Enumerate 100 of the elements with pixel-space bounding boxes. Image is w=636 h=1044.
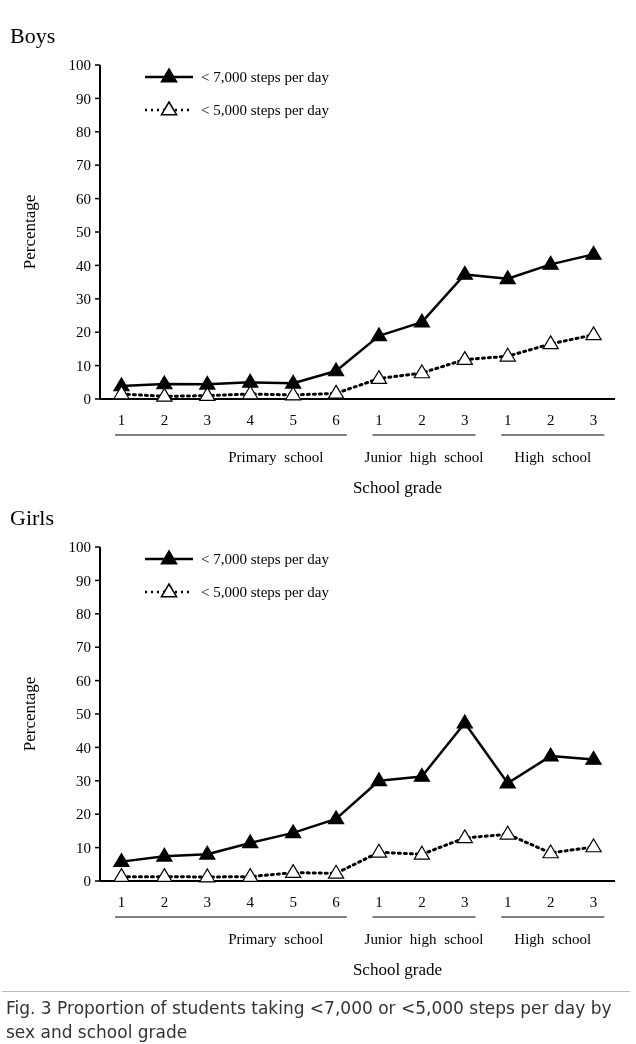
y-tick-label: 40 <box>76 257 91 274</box>
point <box>370 772 388 787</box>
point <box>156 375 173 390</box>
point <box>242 834 259 849</box>
y-tick-label: 70 <box>76 157 91 174</box>
point <box>242 868 259 883</box>
x-tick-label: 2 <box>160 412 169 428</box>
point <box>242 385 259 400</box>
y-tick-label: 100 <box>68 57 91 74</box>
y-tick-label: 0 <box>83 391 91 408</box>
y-tick-label: 80 <box>76 124 91 141</box>
point <box>456 350 473 365</box>
y-tick-label: 30 <box>76 291 91 308</box>
y-tick-label: 20 <box>76 324 91 341</box>
x-tick-label: 2 <box>418 412 426 428</box>
point <box>156 387 173 402</box>
point <box>284 374 302 389</box>
point <box>542 255 559 270</box>
point <box>413 313 431 328</box>
point <box>585 750 602 765</box>
y-tick-label: 10 <box>76 839 91 856</box>
x-tick-label: 4 <box>246 412 255 428</box>
y-tick-label: 60 <box>76 190 91 207</box>
point <box>156 847 173 862</box>
point <box>456 265 473 280</box>
text: Junior high school <box>364 931 484 947</box>
y-tick-label: 80 <box>76 606 91 623</box>
y-tick-label: 30 <box>76 773 91 790</box>
point <box>542 747 559 762</box>
point <box>413 845 431 860</box>
x-tick-label: 3 <box>461 412 469 428</box>
x-tick-label: 3 <box>461 894 469 910</box>
x-tick-label: 5 <box>289 894 297 910</box>
y-axis-title: Percentage <box>20 676 39 752</box>
text: Junior high school <box>364 449 484 465</box>
point <box>327 384 345 399</box>
point <box>199 375 216 390</box>
x-tick-label: 1 <box>375 894 383 910</box>
y-tick-label: 50 <box>76 224 91 241</box>
y-tick-label: 40 <box>76 739 91 756</box>
y-tick-label: 10 <box>76 357 91 374</box>
x-axis-title: School grade <box>352 960 443 979</box>
legend-label: < 7,000 steps per day <box>201 551 330 568</box>
x-tick-label: 4 <box>246 894 255 910</box>
point <box>499 825 516 840</box>
point <box>242 373 259 388</box>
point <box>542 844 559 859</box>
point <box>499 774 516 789</box>
point <box>370 327 388 342</box>
point <box>199 868 216 883</box>
text: High school <box>514 931 592 947</box>
text: Primary school <box>228 931 324 947</box>
x-tick-label: 2 <box>418 894 426 910</box>
y-tick-label: 90 <box>76 90 91 107</box>
x-tick-label: 5 <box>289 412 297 428</box>
point <box>370 843 388 858</box>
x-tick-label: 1 <box>117 894 126 910</box>
point <box>456 829 473 844</box>
point <box>284 386 302 401</box>
point <box>284 824 302 839</box>
x-tick-label: 6 <box>332 412 341 428</box>
point <box>327 362 345 377</box>
legend-label: < 5,000 steps per day <box>201 102 330 119</box>
text: Primary school <box>228 449 324 465</box>
point <box>327 810 345 825</box>
y-axis-title: Percentage <box>20 194 39 270</box>
point <box>585 838 602 853</box>
x-tick-label: 3 <box>589 894 598 910</box>
x-tick-label: 2 <box>160 894 169 910</box>
y-tick-label: 100 <box>68 539 91 556</box>
chart-title: Girls <box>10 505 54 530</box>
point <box>413 767 431 782</box>
point <box>113 385 130 400</box>
caption: Fig. 3 Proportion of students taking <7,000 or <5,000 steps per day by sex and school grade <box>2 991 630 1044</box>
y-tick-label: 60 <box>76 672 91 689</box>
y-tick-label: 0 <box>83 873 91 890</box>
point <box>113 853 130 868</box>
point <box>499 270 516 285</box>
point <box>113 868 130 883</box>
point <box>585 245 602 260</box>
x-tick-label: 1 <box>503 412 512 428</box>
y-tick-label: 20 <box>76 806 91 823</box>
point <box>199 845 216 860</box>
legend-label: < 7,000 steps per day <box>201 69 330 86</box>
x-tick-label: 1 <box>503 894 512 910</box>
chart-title: Boys <box>10 23 56 48</box>
point <box>199 387 216 402</box>
point <box>456 714 473 729</box>
x-tick-label: 3 <box>203 894 212 910</box>
point <box>327 864 345 879</box>
x-axis-title: School grade <box>352 478 443 497</box>
x-tick-label: 3 <box>589 412 598 428</box>
y-tick-label: 50 <box>76 706 91 723</box>
point <box>156 868 173 883</box>
x-tick-label: 2 <box>546 894 555 910</box>
text: High school <box>514 449 592 465</box>
x-tick-label: 1 <box>117 412 126 428</box>
point <box>284 864 302 879</box>
y-tick-label: 70 <box>76 639 91 656</box>
y-tick-label: 90 <box>76 572 91 589</box>
